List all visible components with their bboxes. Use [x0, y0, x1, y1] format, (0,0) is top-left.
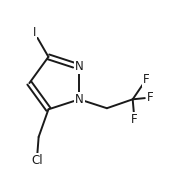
- Text: F: F: [143, 73, 149, 86]
- Text: N: N: [75, 60, 84, 73]
- Text: N: N: [75, 93, 84, 106]
- Text: F: F: [131, 113, 138, 126]
- Text: Cl: Cl: [31, 154, 43, 167]
- Text: F: F: [147, 91, 154, 104]
- Text: I: I: [33, 26, 36, 39]
